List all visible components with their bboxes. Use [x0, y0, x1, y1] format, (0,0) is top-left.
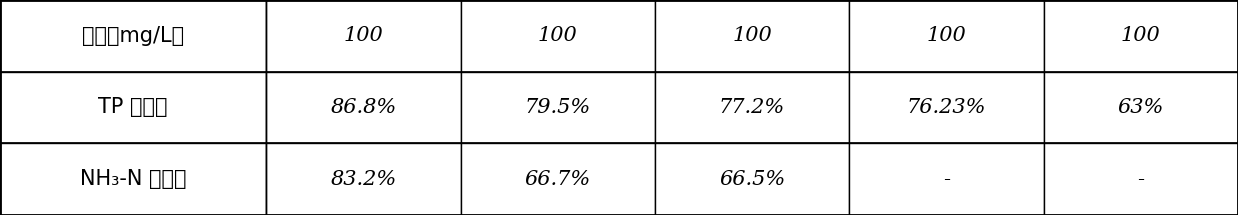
Text: 83.2%: 83.2% [331, 170, 396, 189]
Bar [1044, 0, 1238, 72]
Text: 100: 100 [343, 26, 384, 45]
Bar [0, 143, 266, 215]
Text: 66.5%: 66.5% [719, 170, 785, 189]
Bar [1044, 72, 1238, 143]
Text: -: - [943, 170, 950, 189]
Bar [0, 72, 266, 143]
Text: 66.7%: 66.7% [525, 170, 591, 189]
Bar [266, 72, 461, 143]
Text: 76.23%: 76.23% [906, 98, 987, 117]
Text: NH₃-N 去除率: NH₃-N 去除率 [79, 169, 187, 189]
Text: 100: 100 [926, 26, 967, 45]
Text: 79.5%: 79.5% [525, 98, 591, 117]
Bar [266, 143, 461, 215]
Text: 100: 100 [1120, 26, 1161, 45]
Bar [849, 0, 1044, 72]
Bar [1044, 143, 1238, 215]
Text: 100: 100 [732, 26, 773, 45]
Text: 77.2%: 77.2% [719, 98, 785, 117]
Text: 100: 100 [537, 26, 578, 45]
Bar [0, 0, 266, 72]
Bar [461, 72, 655, 143]
Bar [849, 143, 1044, 215]
Bar [849, 72, 1044, 143]
Text: 用量（mg/L）: 用量（mg/L） [82, 26, 184, 46]
Bar [266, 0, 461, 72]
Text: -: - [1138, 170, 1144, 189]
Bar [461, 0, 655, 72]
Text: TP 去除率: TP 去除率 [98, 97, 168, 117]
Bar [655, 143, 849, 215]
Bar [655, 0, 849, 72]
Bar [461, 143, 655, 215]
Text: 86.8%: 86.8% [331, 98, 396, 117]
Text: 63%: 63% [1118, 98, 1164, 117]
Bar [655, 72, 849, 143]
